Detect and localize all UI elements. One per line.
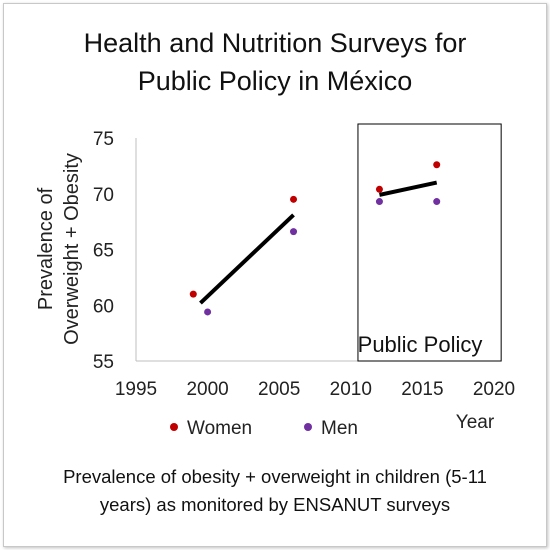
chart-title-line2: Public Policy in México: [137, 66, 413, 96]
x-tick-label: 2000: [186, 379, 228, 400]
y-axis-label: Prevalence of Overweight + Obesity: [35, 153, 83, 345]
x-tick-label: 2020: [473, 379, 515, 400]
men-point: [204, 308, 212, 316]
chart-caption: Prevalence of obesity + overweight in ch…: [0, 463, 550, 519]
legend-label-men: Men: [321, 418, 358, 439]
x-tick-label: 1995: [115, 379, 157, 400]
public-policy-box: [357, 123, 502, 362]
y-tick-label: 60: [93, 296, 114, 317]
y-tick-label: 75: [93, 129, 114, 150]
women-point: [189, 290, 197, 298]
men-point: [290, 228, 298, 236]
legend-label-women: Women: [187, 418, 252, 439]
men-point: [375, 198, 383, 206]
chart-title: Health and Nutrition Surveys for Public …: [0, 24, 550, 100]
x-tick-label: 2010: [330, 379, 372, 400]
x-tick-label: 2015: [401, 379, 443, 400]
men-point: [433, 198, 441, 206]
x-tick-label: 2005: [258, 379, 300, 400]
legend-marker-women: [170, 423, 178, 431]
caption-line2: years) as monitored by ENSANUT surveys: [99, 494, 451, 515]
y-tick-label: 55: [93, 352, 114, 373]
women-point: [375, 185, 383, 193]
legend-marker-men: [304, 423, 312, 431]
chart-frame: [3, 3, 547, 547]
trend-line: [199, 213, 295, 305]
women-point: [290, 195, 298, 203]
caption-line1: Prevalence of obesity + overweight in ch…: [63, 466, 487, 487]
women-point: [433, 161, 441, 169]
legend: Women Men: [170, 418, 358, 439]
chart-title-line1: Health and Nutrition Surveys for: [83, 28, 467, 58]
y-axis-label-line2: Overweight + Obesity: [61, 153, 83, 345]
trend-line: [379, 180, 438, 197]
x-axis-label: Year: [456, 412, 495, 433]
y-tick-label: 70: [93, 185, 114, 206]
public-policy-label: Public Policy: [358, 332, 483, 357]
y-tick-label: 65: [93, 241, 114, 262]
y-axis-label-line1: Prevalence of: [35, 187, 57, 310]
